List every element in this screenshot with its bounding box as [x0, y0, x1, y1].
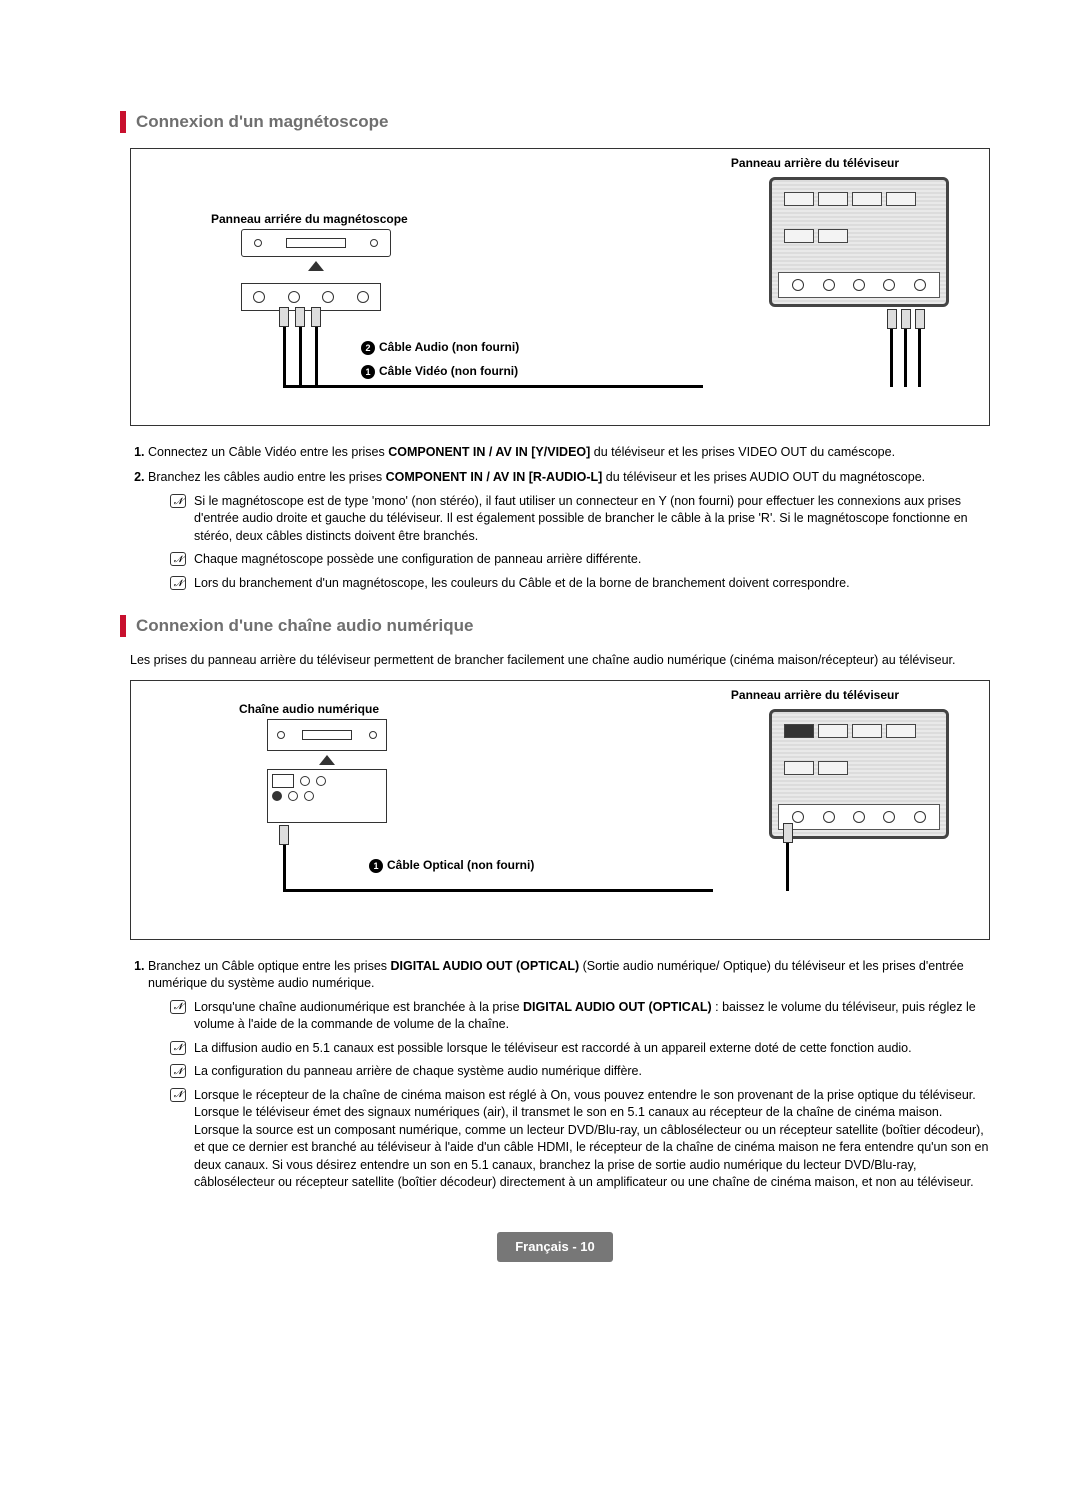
note-icon: 𝓝 — [170, 494, 186, 508]
note-text: Lorsque le récepteur de la chaîne de cin… — [194, 1088, 988, 1190]
step-1-text: Connectez un Câble Vidéo entre les prise… — [148, 445, 895, 459]
cable-optical-text: Câble Optical (non fourni) — [387, 858, 534, 872]
section-2-steps: Branchez un Câble optique entre les pris… — [128, 958, 990, 1192]
note-icon: 𝓝 — [170, 1000, 186, 1014]
cable — [283, 385, 703, 388]
accent-bar — [120, 111, 126, 133]
cable-video-label: 1 Câble Vidéo (non fourni) — [361, 363, 518, 380]
section-1-header: Connexion d'un magnétoscope — [120, 110, 990, 134]
section-1-steps: Connectez un Câble Vidéo entre les prise… — [128, 444, 990, 593]
cable — [315, 327, 318, 387]
section-1-title: Connexion d'un magnétoscope — [136, 110, 388, 134]
bullet-2-icon: 2 — [361, 341, 375, 355]
step-2: Branchez les câbles audio entre les pris… — [148, 469, 990, 592]
vcr-panel-label: Panneau arriére du magnétoscope — [211, 211, 408, 228]
note-icon: 𝓝 — [170, 576, 186, 590]
cable — [786, 841, 789, 891]
note-item: 𝓝 La diffusion audio en 5.1 canaux est po… — [170, 1040, 990, 1058]
cable — [918, 329, 921, 387]
note-item: 𝓝 Lorsqu'une chaîne audionumérique est b… — [170, 999, 990, 1034]
footer-page: 10 — [580, 1239, 594, 1254]
optical-connector — [279, 825, 289, 845]
cable — [283, 889, 713, 892]
step-1b-text: Branchez un Câble optique entre les pris… — [148, 959, 964, 991]
cable — [904, 329, 907, 387]
section-2-intro: Les prises du panneau arrière du télévis… — [130, 652, 990, 670]
note-item: 𝓝 Lorsque le récepteur de la chaîne de ci… — [170, 1087, 990, 1192]
accent-bar — [120, 615, 126, 637]
cable — [299, 327, 302, 387]
cable-audio-label: 2 Câble Audio (non fourni) — [361, 339, 519, 356]
note-icon: 𝓝 — [170, 1041, 186, 1055]
note-text: La diffusion audio en 5.1 canaux est pos… — [194, 1041, 912, 1055]
bullet-1-icon: 1 — [369, 859, 383, 873]
footer-lang: Français — [515, 1239, 568, 1254]
tv-panel-label: Panneau arrière du téléviseur — [731, 155, 899, 172]
cable-video-text: Câble Vidéo (non fourni) — [379, 364, 518, 378]
tv-rear-panel-2 — [769, 709, 949, 839]
note-text: Lorsqu'une chaîne audionumérique est bra… — [194, 1000, 976, 1032]
page-footer: Français - 10 — [120, 1232, 990, 1262]
cable-connector — [311, 307, 321, 327]
audio-chain-label: Chaîne audio numérique — [239, 701, 379, 718]
step-2-text: Branchez les câbles audio entre les pris… — [148, 470, 925, 484]
step-1b: Branchez un Câble optique entre les pris… — [148, 958, 990, 1192]
note-icon: 𝓝 — [170, 552, 186, 566]
note-text: Lors du branchement d'un magnétoscope, l… — [194, 576, 850, 590]
tv-rear-panel — [769, 177, 949, 307]
cable-connector — [901, 309, 911, 329]
note-item: 𝓝 Lors du branchement d'un magnétoscope, … — [170, 575, 990, 593]
cable-optical-label: 1 Câble Optical (non fourni) — [369, 857, 534, 874]
cable — [283, 845, 286, 891]
note-text: Chaque magnétoscope possède une configur… — [194, 552, 641, 566]
audio-system — [267, 719, 387, 823]
cable — [283, 327, 286, 387]
note-icon: 𝓝 — [170, 1064, 186, 1078]
note-icon: 𝓝 — [170, 1088, 186, 1102]
note-item: 𝓝 Si le magnétoscope est de type 'mono' (… — [170, 493, 990, 546]
optical-connector — [783, 823, 793, 843]
section-2-header: Connexion d'une chaîne audio numérique — [120, 614, 990, 638]
step-1: Connectez un Câble Vidéo entre les prise… — [148, 444, 990, 462]
note-text: La configuration du panneau arrière de c… — [194, 1064, 642, 1078]
cable-connector — [295, 307, 305, 327]
audio-diagram: Panneau arrière du téléviseur Chaîne aud… — [130, 680, 990, 940]
cable — [890, 329, 893, 387]
cable-connector — [887, 309, 897, 329]
note-item: 𝓝 La configuration du panneau arrière de … — [170, 1063, 990, 1081]
tv-panel-label-2: Panneau arrière du téléviseur — [731, 687, 899, 704]
cable-audio-text: Câble Audio (non fourni) — [379, 340, 519, 354]
cable-connector — [915, 309, 925, 329]
note-item: 𝓝 Chaque magnétoscope possède une configu… — [170, 551, 990, 569]
note-text: Si le magnétoscope est de type 'mono' (n… — [194, 494, 968, 543]
cable-connector — [279, 307, 289, 327]
section-2-title: Connexion d'une chaîne audio numérique — [136, 614, 473, 638]
vcr-diagram: Panneau arrière du téléviseur Panneau ar… — [130, 148, 990, 426]
vcr-device — [241, 229, 391, 311]
bullet-1-icon: 1 — [361, 365, 375, 379]
footer-pill: Français - 10 — [497, 1232, 613, 1262]
